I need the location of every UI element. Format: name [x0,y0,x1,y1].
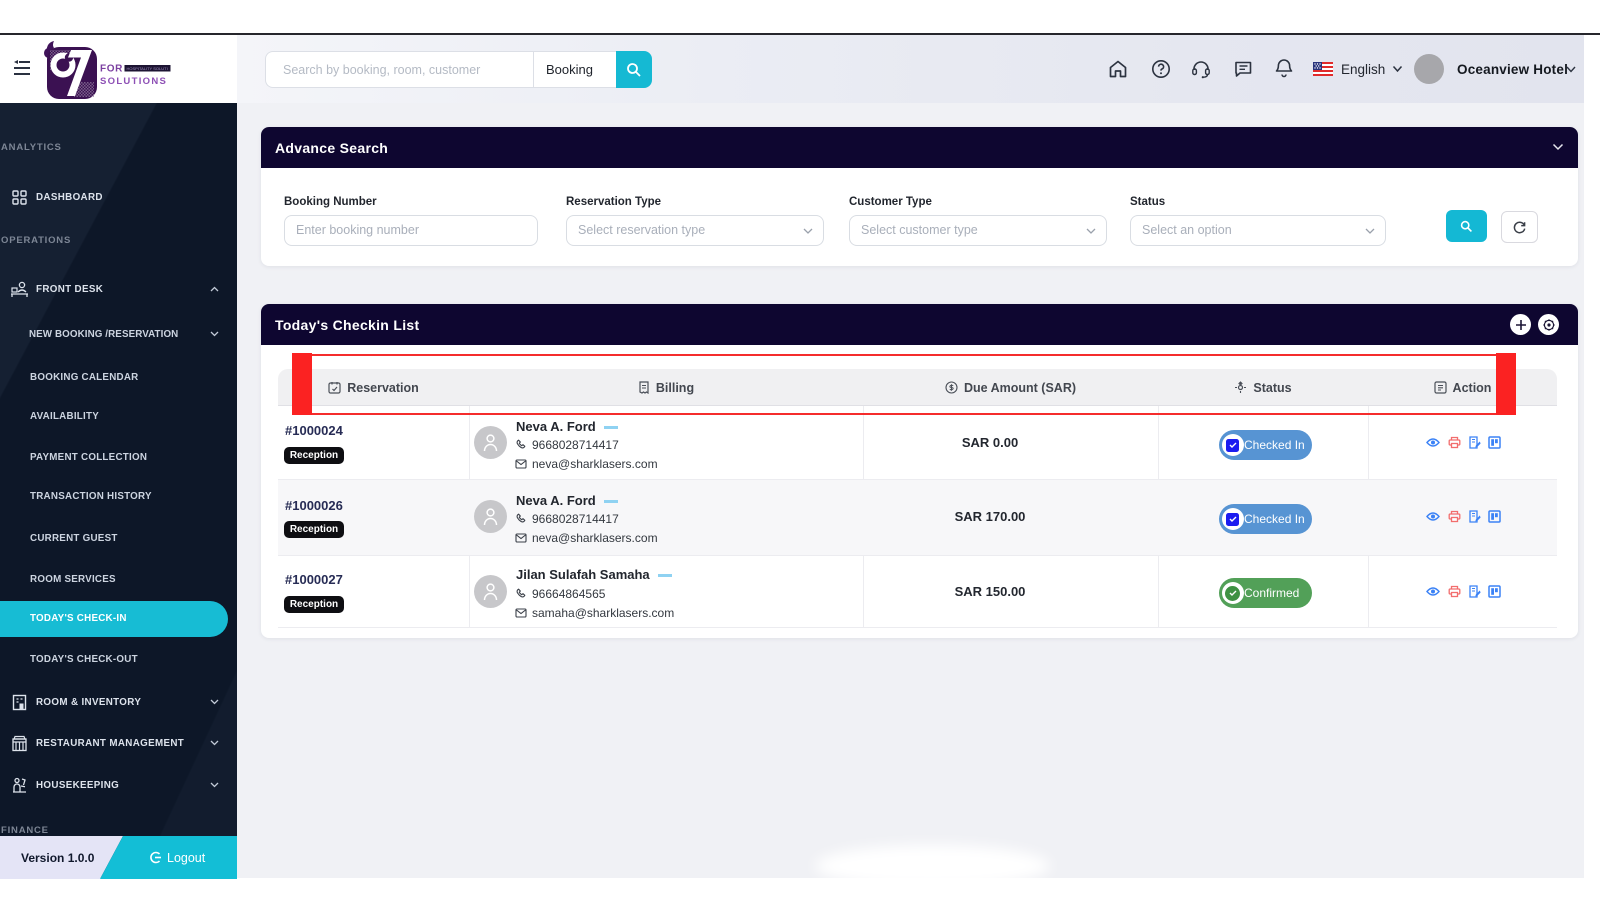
svg-text:HOSPITALITY SOLUTI: HOSPITALITY SOLUTI [127,66,168,71]
svg-text:SOLUTIONS: SOLUTIONS [100,76,167,87]
svg-text:FOR: FOR [100,64,123,75]
